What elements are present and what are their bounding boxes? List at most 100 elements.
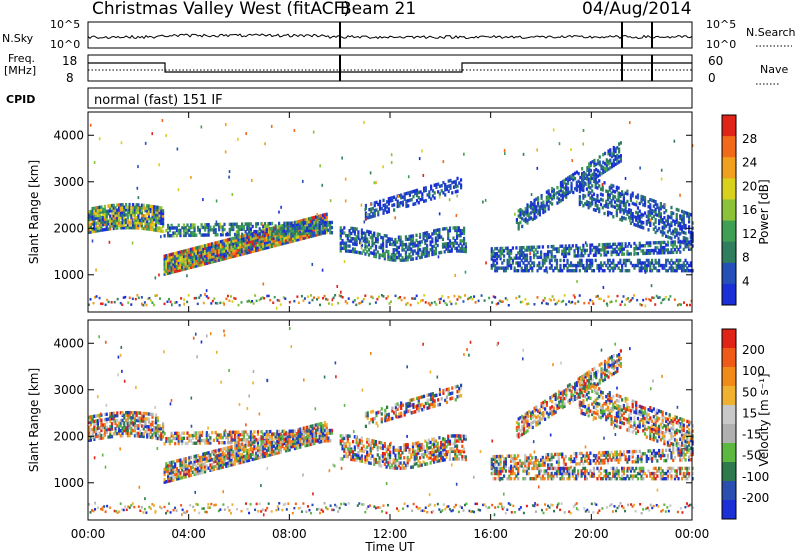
heatmap-cell xyxy=(258,445,261,450)
heatmap-cell xyxy=(373,252,376,256)
heatmap-cell xyxy=(262,432,265,436)
heatmap-cell xyxy=(451,180,454,185)
heatmap-cell xyxy=(591,189,594,193)
heatmap-cell xyxy=(621,192,624,197)
heatmap-cell xyxy=(245,132,247,136)
heatmap-cell xyxy=(212,457,216,461)
heatmap-cell xyxy=(193,467,196,471)
heatmap-cell xyxy=(638,266,641,270)
heatmap-cell xyxy=(436,238,439,243)
heatmap-cell xyxy=(341,296,344,299)
heatmap-cell xyxy=(117,421,121,425)
heatmap-cell xyxy=(635,200,638,204)
heatmap-cell xyxy=(647,241,650,245)
heatmap-cell xyxy=(272,226,275,230)
heatmap-cell xyxy=(202,457,205,462)
heatmap-cell xyxy=(525,245,529,250)
heatmap-cell xyxy=(218,222,221,227)
heatmap-cell xyxy=(300,442,304,446)
heatmap-cell xyxy=(225,461,228,466)
heatmap-cell xyxy=(622,198,625,202)
heatmap-cell xyxy=(598,155,601,159)
heatmap-cell xyxy=(218,456,221,460)
heatmap-cell xyxy=(207,248,210,252)
heatmap-cell xyxy=(93,221,96,226)
heatmap-cell xyxy=(643,203,647,208)
heatmap-cell xyxy=(570,174,573,178)
heatmap-cell xyxy=(510,251,513,255)
heatmap-cell xyxy=(647,228,650,232)
heatmap-cell xyxy=(373,234,376,238)
heatmap-cell xyxy=(95,295,98,298)
heatmap-cell xyxy=(462,229,466,233)
heatmap-cell xyxy=(610,199,613,203)
heatmap-cell xyxy=(682,220,685,225)
heatmap-cell xyxy=(246,443,249,448)
heatmap-cell xyxy=(559,198,563,203)
heatmap-cell xyxy=(666,235,670,239)
heatmap-cell xyxy=(276,435,279,440)
heatmap-cell xyxy=(144,209,147,213)
heatmap-cell xyxy=(588,162,591,166)
heatmap-cell xyxy=(341,457,344,461)
heatmap-cell xyxy=(126,215,129,220)
heatmap-cell xyxy=(249,437,253,442)
heatmap-cell xyxy=(89,123,92,127)
heatmap-cell xyxy=(168,271,171,275)
heatmap-cell xyxy=(267,224,270,228)
heatmap-cell xyxy=(299,439,302,443)
heatmap-cell xyxy=(218,463,221,468)
heatmap-cell xyxy=(546,270,549,274)
heatmap-cell xyxy=(612,261,615,265)
heatmap-cell xyxy=(89,415,92,419)
heatmap-cell xyxy=(609,150,612,155)
heatmap-cell xyxy=(428,192,431,197)
heatmap-cell xyxy=(109,224,112,228)
heatmap-cell xyxy=(328,302,331,305)
heatmap-cell xyxy=(603,248,606,252)
heatmap-cell xyxy=(420,255,423,259)
heatmap-cell xyxy=(494,268,497,273)
heatmap-cell xyxy=(281,444,284,449)
heatmap-cell xyxy=(137,205,140,210)
heatmap-cell xyxy=(613,264,616,268)
heatmap-cell xyxy=(117,221,121,225)
heatmap-cell xyxy=(196,256,200,260)
heatmap-cell xyxy=(288,234,291,239)
heatmap-cell xyxy=(288,237,291,241)
heatmap-cell xyxy=(445,244,448,249)
heatmap-cell xyxy=(172,270,175,274)
heatmap-cell xyxy=(154,428,158,433)
heatmap-cell xyxy=(341,228,344,233)
heatmap-cell xyxy=(612,242,615,247)
heatmap-cell xyxy=(158,273,160,277)
heatmap-cell xyxy=(223,222,226,227)
heatmap-cell xyxy=(638,209,641,213)
heatmap-cell xyxy=(151,222,154,227)
heatmap-cell xyxy=(177,441,180,446)
heatmap-cell xyxy=(119,301,122,305)
heatmap-cell xyxy=(241,452,244,457)
heatmap-cell xyxy=(330,431,334,435)
heatmap-cell xyxy=(343,441,346,446)
heatmap-cell xyxy=(424,254,427,258)
heatmap-cell xyxy=(378,255,381,260)
heatmap-cell xyxy=(673,240,677,244)
heatmap-cell xyxy=(242,444,245,449)
heatmap-cell xyxy=(119,226,122,230)
heatmap-cell xyxy=(205,438,208,443)
heatmap-cell xyxy=(643,251,647,256)
heatmap-cell xyxy=(200,455,203,459)
heatmap-cell xyxy=(140,224,144,228)
heatmap-cell xyxy=(686,211,689,216)
heatmap-cell xyxy=(230,455,233,459)
heatmap-cell xyxy=(585,243,588,247)
heatmap-cell xyxy=(100,225,103,230)
heatmap-cell xyxy=(184,464,187,469)
heatmap-cell xyxy=(405,202,408,206)
heatmap-cell xyxy=(205,431,208,435)
heatmap-cell xyxy=(117,431,121,436)
heatmap-cell xyxy=(133,205,137,210)
heatmap-cell xyxy=(168,228,171,233)
heatmap-cell xyxy=(371,236,374,240)
